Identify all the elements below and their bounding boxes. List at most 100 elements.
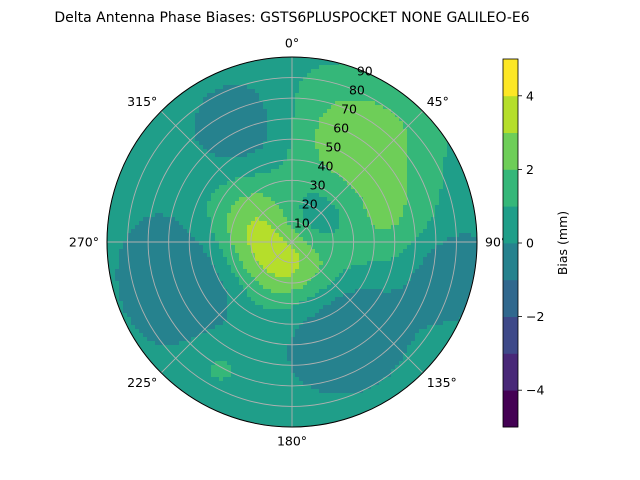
contour-cell: [427, 241, 432, 246]
contour-cell: [187, 173, 192, 178]
contour-cell: [283, 293, 288, 298]
contour-cell: [291, 157, 296, 162]
contour-cell: [155, 213, 160, 218]
contour-cell: [263, 141, 268, 146]
contour-cell: [235, 265, 240, 270]
contour-cell: [311, 141, 316, 146]
contour-cell: [251, 149, 256, 154]
contour-cell: [347, 197, 352, 202]
contour-cell: [459, 245, 464, 250]
contour-cell: [379, 97, 384, 102]
contour-cell: [159, 285, 164, 290]
contour-cell: [287, 205, 292, 210]
contour-cell: [119, 281, 124, 286]
contour-cell: [183, 265, 188, 270]
contour-cell: [111, 257, 116, 262]
contour-cell: [411, 277, 416, 282]
contour-cell: [363, 257, 368, 262]
contour-cell: [439, 261, 444, 266]
contour-cell: [247, 77, 252, 82]
contour-cell: [335, 209, 340, 214]
contour-cell: [211, 297, 216, 302]
contour-cell: [111, 213, 116, 218]
contour-cell: [159, 249, 164, 254]
contour-cell: [191, 261, 196, 266]
contour-cell: [143, 293, 148, 298]
contour-cell: [195, 293, 200, 298]
contour-cell: [111, 217, 116, 222]
contour-cell: [291, 221, 296, 226]
contour-cell: [215, 221, 220, 226]
contour-cell: [143, 249, 148, 254]
contour-cell: [455, 273, 460, 278]
contour-cell: [463, 185, 468, 190]
contour-cell: [111, 265, 116, 270]
contour-cell: [299, 269, 304, 274]
contour-cell: [307, 177, 312, 182]
contour-cell: [283, 169, 288, 174]
contour-cell: [271, 141, 276, 146]
contour-cell: [379, 93, 384, 98]
contour-cell: [271, 117, 276, 122]
contour-cell: [343, 289, 348, 294]
contour-cell: [307, 109, 312, 114]
contour-cell: [307, 285, 312, 290]
contour-cell: [183, 149, 188, 154]
contour-cell: [195, 213, 200, 218]
contour-cell: [267, 157, 272, 162]
contour-cell: [391, 141, 396, 146]
contour-cell: [287, 129, 292, 134]
contour-cell: [451, 297, 456, 302]
contour-cell: [267, 257, 272, 262]
contour-cell: [171, 221, 176, 226]
contour-cell: [371, 293, 376, 298]
contour-cell: [427, 177, 432, 182]
contour-cell: [119, 273, 124, 278]
contour-cell: [203, 281, 208, 286]
contour-cell: [223, 181, 228, 186]
contour-cell: [203, 221, 208, 226]
contour-cell: [451, 237, 456, 242]
contour-cell: [327, 261, 332, 266]
contour-cell: [263, 273, 268, 278]
contour-cell: [455, 161, 460, 166]
contour-cell: [183, 229, 188, 234]
contour-cell: [243, 253, 248, 258]
contour-cell: [351, 293, 356, 298]
contour-cell: [311, 277, 316, 282]
contour-cell: [315, 73, 320, 78]
contour-cell: [203, 137, 208, 142]
contour-cell: [375, 293, 380, 298]
contour-cell: [291, 193, 296, 198]
contour-cell: [391, 189, 396, 194]
contour-cell: [147, 253, 152, 258]
contour-cell: [379, 249, 384, 254]
contour-cell: [275, 277, 280, 282]
contour-cell: [223, 233, 228, 238]
contour-cell: [207, 161, 212, 166]
contour-cell: [171, 261, 176, 266]
contour-cell: [295, 181, 300, 186]
contour-cell: [423, 125, 428, 130]
contour-cell: [395, 245, 400, 250]
contour-cell: [143, 141, 148, 146]
contour-cell: [239, 93, 244, 98]
contour-cell: [175, 105, 180, 110]
contour-cell: [307, 265, 312, 270]
contour-cell: [179, 273, 184, 278]
contour-cell: [367, 289, 372, 294]
contour-cell: [199, 137, 204, 142]
contour-cell: [139, 145, 144, 150]
contour-cell: [223, 149, 228, 154]
contour-cell: [355, 117, 360, 122]
contour-cell: [447, 301, 452, 306]
contour-cell: [391, 133, 396, 138]
contour-cell: [299, 257, 304, 262]
contour-cell: [435, 209, 440, 214]
contour-cell: [423, 173, 428, 178]
contour-cell: [167, 285, 172, 290]
contour-cell: [251, 293, 256, 298]
contour-cell: [139, 237, 144, 242]
contour-cell: [203, 269, 208, 274]
contour-cell: [239, 209, 244, 214]
